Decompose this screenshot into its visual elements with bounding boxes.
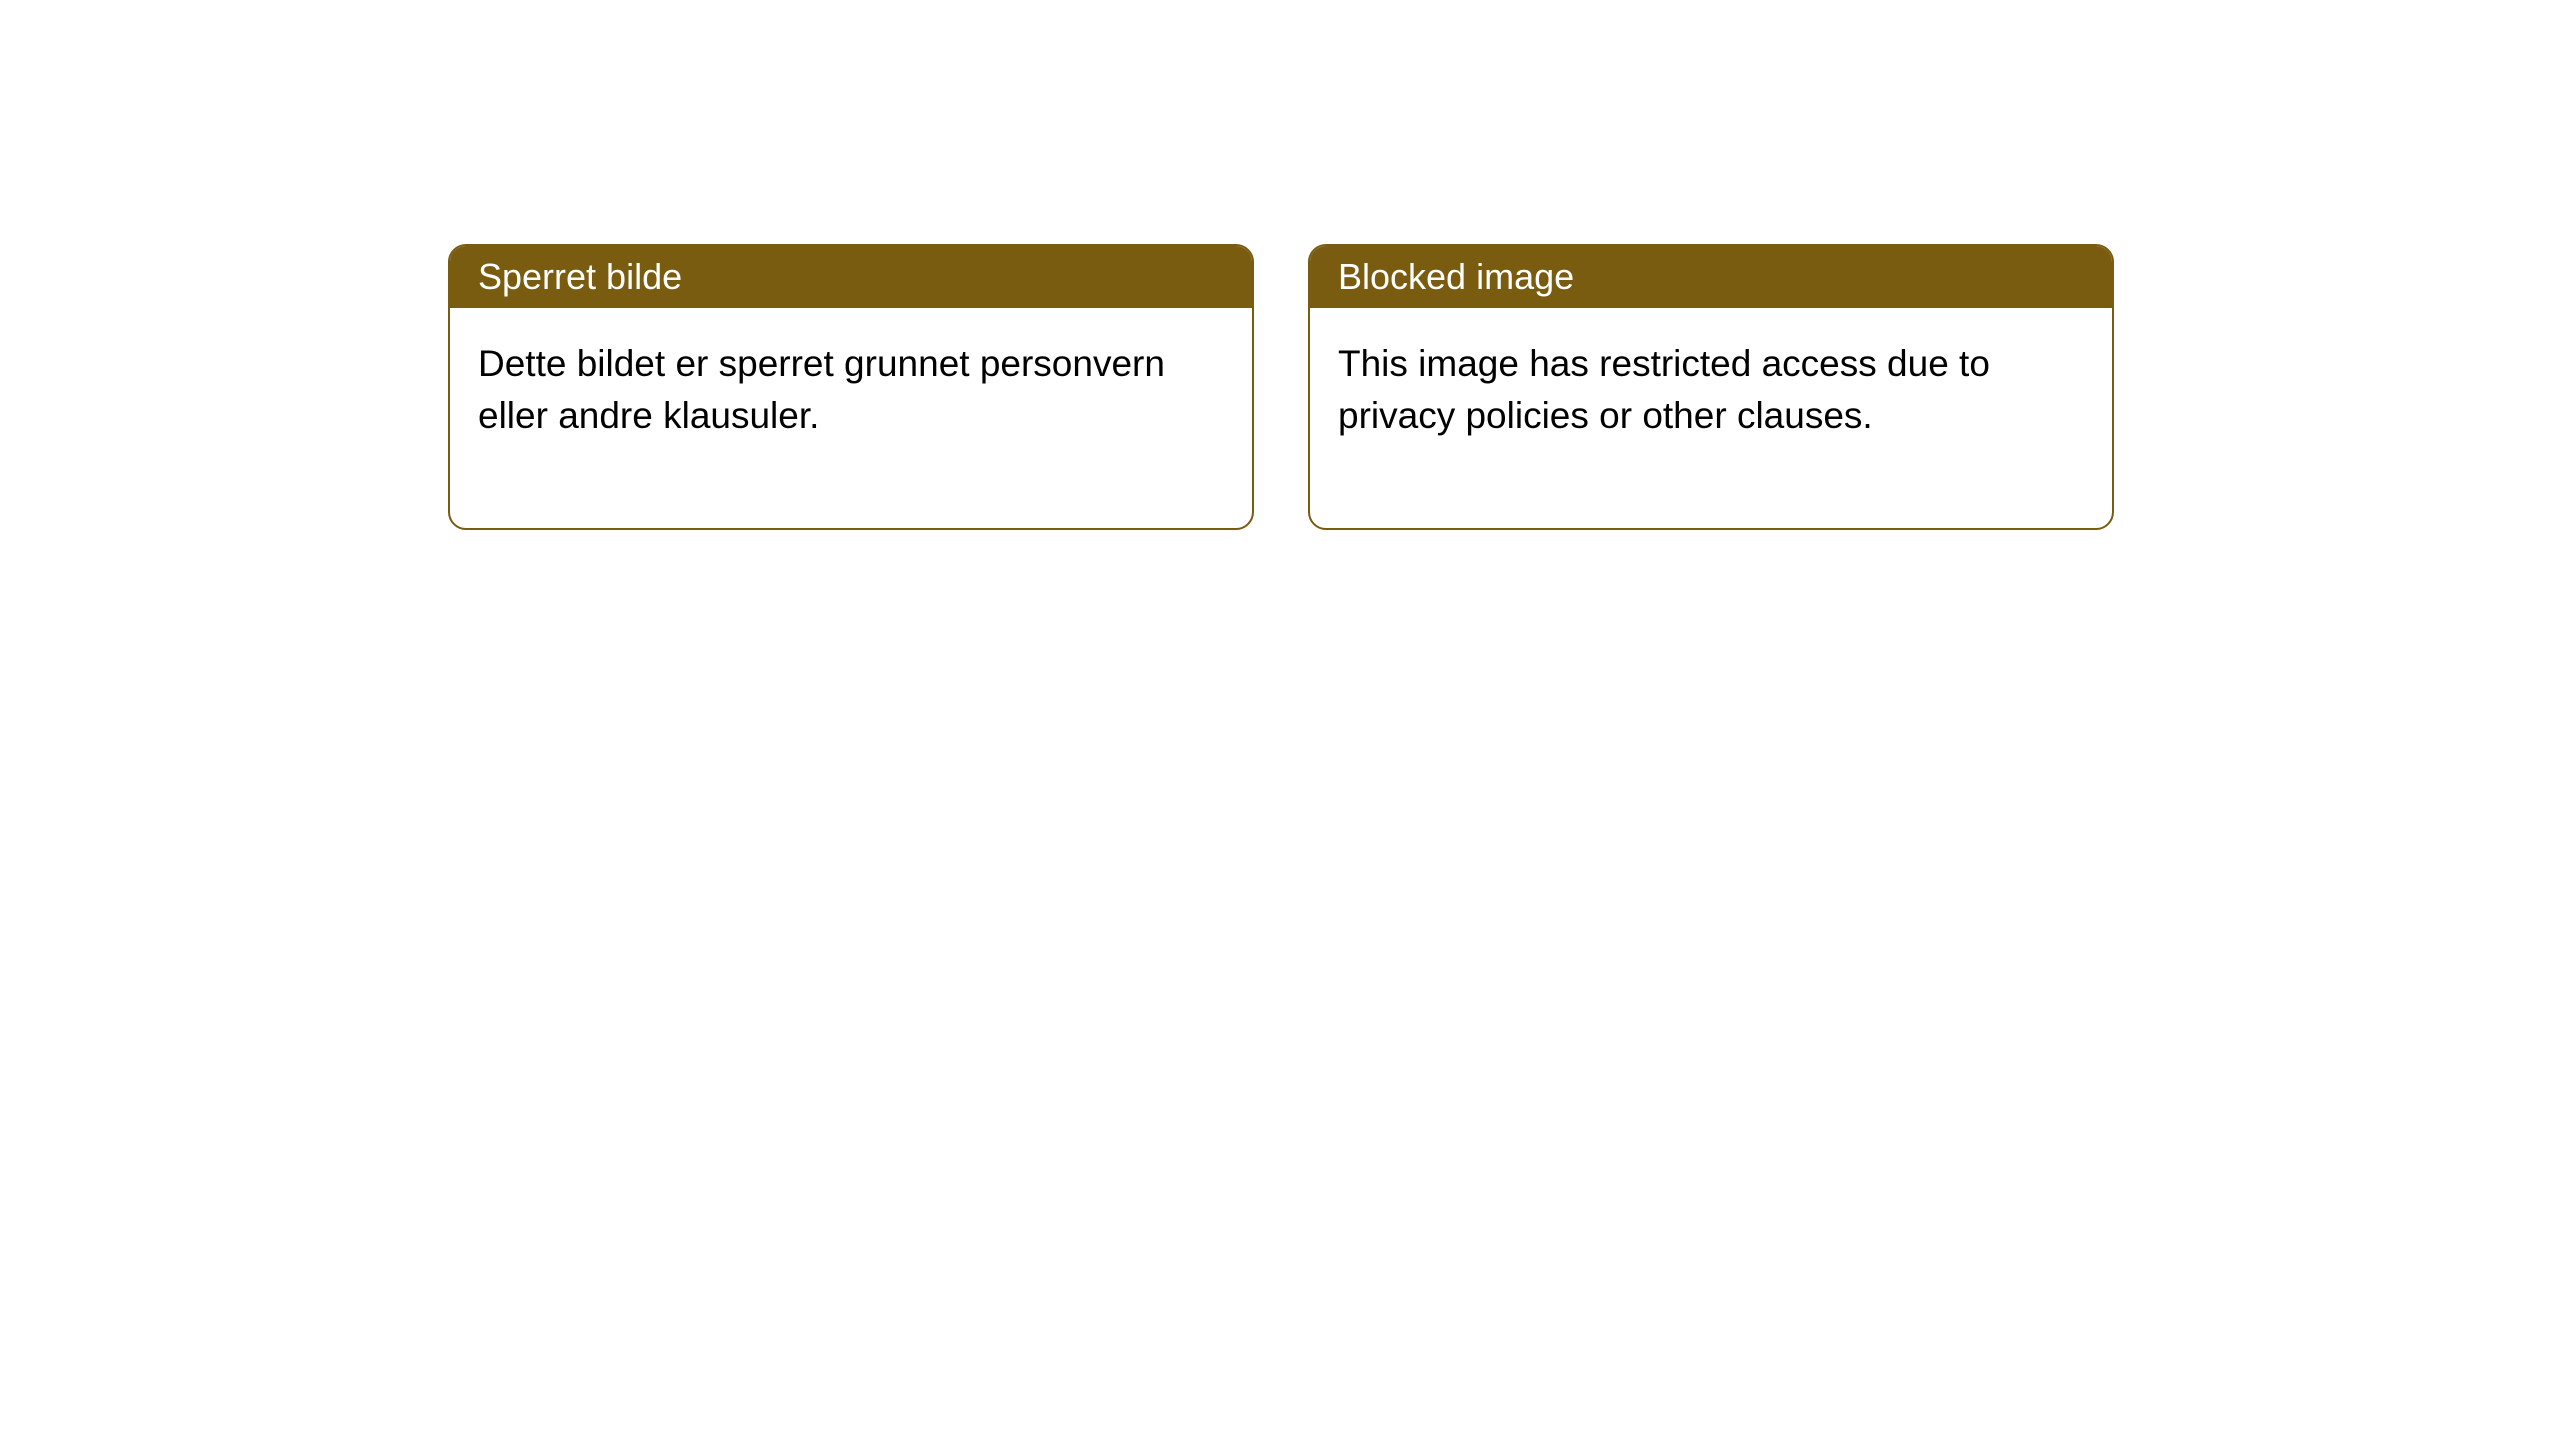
card-body-text: Dette bildet er sperret grunnet personve… bbox=[478, 343, 1165, 436]
card-title: Blocked image bbox=[1338, 256, 1574, 297]
card-title: Sperret bilde bbox=[478, 256, 682, 297]
card-header: Blocked image bbox=[1310, 246, 2112, 308]
card-header: Sperret bilde bbox=[450, 246, 1252, 308]
card-body-text: This image has restricted access due to … bbox=[1338, 343, 1990, 436]
blocked-image-card-english: Blocked image This image has restricted … bbox=[1308, 244, 2114, 530]
blocked-image-card-norwegian: Sperret bilde Dette bildet er sperret gr… bbox=[448, 244, 1254, 530]
card-body: Dette bildet er sperret grunnet personve… bbox=[450, 308, 1252, 528]
card-body: This image has restricted access due to … bbox=[1310, 308, 2112, 528]
cards-container: Sperret bilde Dette bildet er sperret gr… bbox=[0, 0, 2560, 530]
